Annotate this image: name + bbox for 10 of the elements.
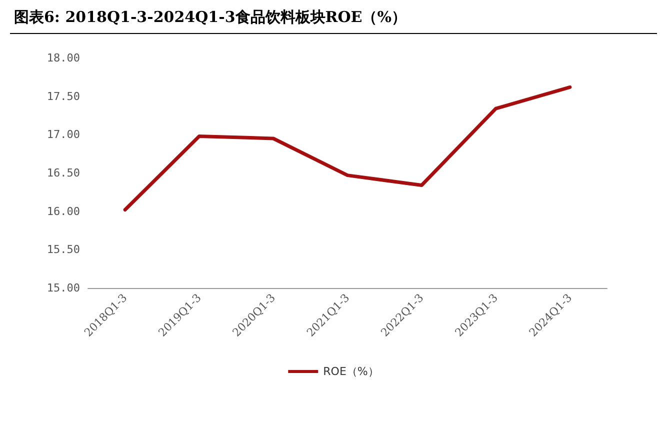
y-tick-label: 16.50 xyxy=(46,166,80,180)
y-tick-label: 17.00 xyxy=(46,128,80,142)
chart-title: 图表6: 2018Q1-3-2024Q1-3食品饮料板块ROE（%） xyxy=(14,8,406,27)
y-tick-label: 17.50 xyxy=(46,90,80,103)
y-tick-label: 15.50 xyxy=(46,243,80,256)
line-series xyxy=(123,85,572,212)
y-tick-label: 15.00 xyxy=(46,282,80,294)
legend-label: ROE（%） xyxy=(323,365,379,378)
y-tick-label: 16.00 xyxy=(46,204,80,218)
y-tick-label: 18.00 xyxy=(46,52,80,64)
